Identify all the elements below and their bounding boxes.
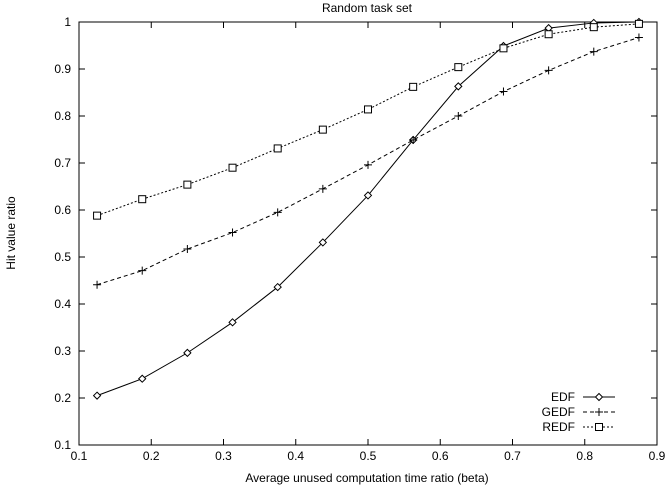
data-point-edf [138, 374, 147, 383]
data-point-gedf [93, 280, 102, 289]
y-tick-label: 0.7 [54, 156, 71, 170]
data-point-edf [318, 238, 328, 247]
data-point-gedf [364, 160, 372, 169]
y-tick-label: 0.4 [54, 297, 71, 311]
data-point-redf [364, 105, 372, 114]
series-layer [92, 17, 644, 400]
data-point-redf [634, 19, 643, 28]
chart-title: Random task set [322, 1, 413, 15]
y-axis-label: Hit value ratio [4, 196, 18, 270]
data-point-redf [273, 144, 282, 153]
axes: 0.1 0.2 0.3 0.4 0.5 0.6 0.7 0.8 0.9 0.1 0.2 0.3 0.4 0… [54, 15, 665, 463]
y-tick-label: 0.2 [54, 391, 71, 405]
data-point-gedf [499, 87, 508, 96]
data-point-edf [183, 348, 192, 358]
data-point-edf [363, 191, 373, 200]
data-point-redf [138, 195, 147, 204]
data-point-gedf [228, 228, 237, 237]
x-tick-label: 0.6 [432, 449, 449, 463]
data-point-gedf [273, 208, 282, 217]
data-point-gedf [454, 112, 463, 120]
legend-label-edf: EDF [551, 390, 575, 404]
data-point-redf [589, 23, 598, 32]
data-point-edf [273, 282, 282, 292]
y-tick-label: 1 [64, 15, 71, 29]
y-tick-label: 0.1 [54, 438, 71, 452]
data-point-redf [499, 44, 508, 53]
data-point-gedf [544, 66, 553, 75]
data-point-gedf [409, 135, 418, 144]
data-point-gedf [634, 33, 643, 42]
data-point-redf [183, 180, 192, 189]
data-point-gedf [589, 47, 598, 56]
x-tick-label: 0.9 [649, 449, 666, 463]
data-point-redf [544, 30, 553, 39]
y-tick-label: 0.5 [54, 250, 71, 264]
legend-marker-edf [594, 392, 604, 402]
data-point-gedf [183, 245, 192, 254]
data-point-edf [454, 82, 463, 91]
x-tick-label: 0.7 [504, 449, 521, 463]
y-tick-label: 0.8 [54, 109, 71, 123]
legend-label-gedf: GEDF [542, 405, 575, 419]
data-point-redf [409, 82, 418, 91]
y-tick-label: 0.3 [54, 344, 71, 358]
legend-marker-gedf [595, 408, 603, 416]
x-tick-label: 0.5 [360, 449, 377, 463]
data-point-redf [93, 211, 102, 220]
x-tick-label: 0.8 [576, 449, 593, 463]
series-gedf [93, 33, 643, 289]
y-tick-label: 0.9 [54, 62, 71, 76]
legend-marker-redf [595, 423, 603, 431]
y-tick-label: 0.6 [54, 203, 71, 217]
data-point-edf [228, 318, 237, 327]
x-tick-label: 0.4 [287, 449, 304, 463]
data-point-redf [228, 163, 237, 172]
legend-label-redf: REDF [542, 420, 575, 434]
data-point-redf [318, 125, 327, 134]
data-point-gedf [318, 184, 327, 193]
data-point-gedf [138, 266, 147, 275]
x-tick-label: 0.2 [143, 449, 160, 463]
data-point-redf [454, 63, 463, 72]
series-redf [93, 19, 643, 220]
data-point-edf [92, 391, 102, 400]
x-tick-label: 0.1 [71, 449, 88, 463]
x-tick-label: 0.3 [215, 449, 232, 463]
x-axis-label: Average unused computation time ratio (b… [245, 471, 488, 485]
